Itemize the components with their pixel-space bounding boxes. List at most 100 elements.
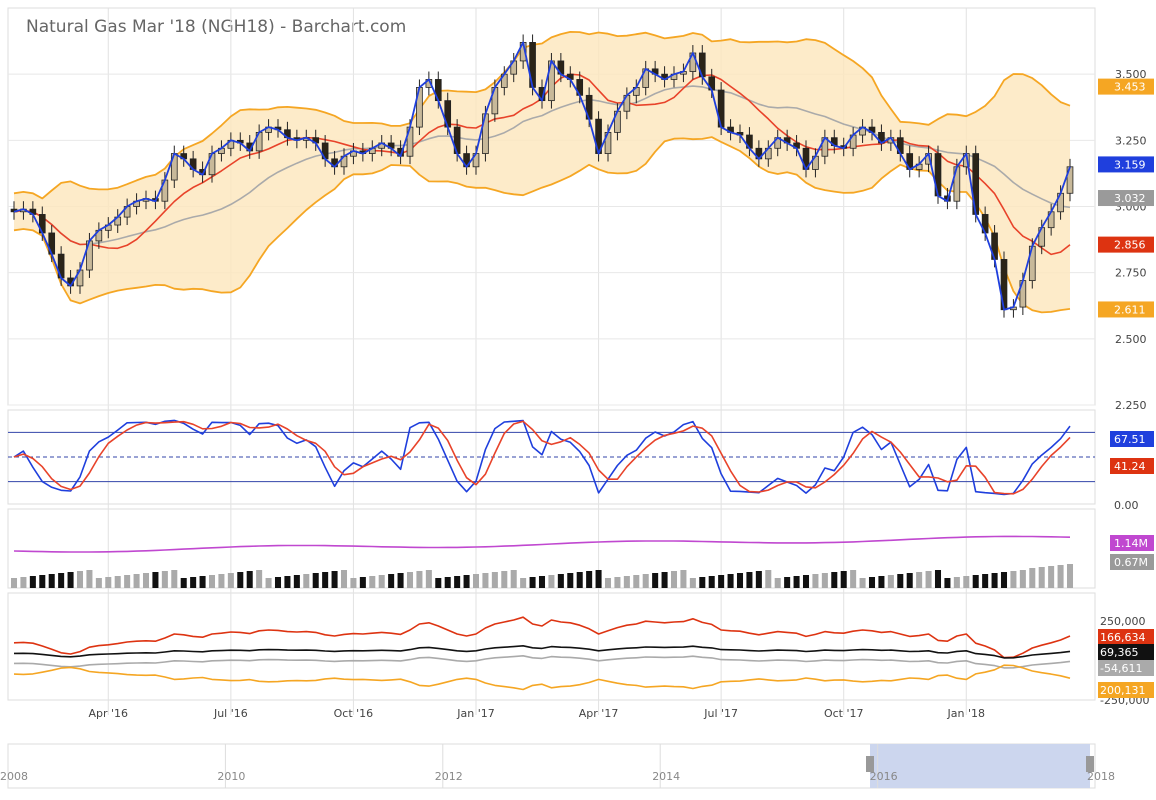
volume-bar	[359, 577, 366, 588]
tag-ma-red: 2.856	[1114, 239, 1146, 252]
volume-bar	[350, 578, 357, 588]
volume-bar	[388, 574, 395, 588]
y-tick-label: 3.250	[1115, 134, 1147, 147]
volume-bar	[840, 571, 847, 588]
volume-bar	[670, 571, 678, 588]
volume-bar	[774, 578, 781, 588]
volume-bar	[765, 570, 772, 588]
close-line	[13, 41, 1071, 311]
volume-bar	[227, 573, 234, 588]
volume-bar	[944, 578, 951, 588]
volume-bar	[689, 578, 696, 588]
tag-bollinger-lower: 2.611	[1114, 303, 1146, 316]
volume-bar	[991, 573, 998, 588]
volume-bar	[133, 574, 140, 588]
volume-bar	[454, 576, 461, 588]
y-tick-label: 2.750	[1115, 267, 1147, 280]
volume-bar	[274, 577, 282, 588]
volume-bar	[161, 571, 168, 588]
navigator-selection	[870, 744, 1090, 788]
volume-bar	[661, 572, 668, 588]
volume-bar	[10, 578, 18, 588]
navigator-year-label: 2010	[217, 770, 245, 783]
y-tick-label: 2.500	[1115, 333, 1147, 346]
volume-bar	[105, 577, 112, 588]
cot-series-line	[13, 654, 1071, 669]
tag-cot-bg	[1098, 629, 1154, 645]
volume-bar	[378, 575, 385, 588]
volume-bar	[331, 571, 338, 588]
volume-bar	[303, 574, 310, 588]
x-tick-label: Jul '16	[213, 707, 248, 720]
volume-bar	[218, 574, 225, 588]
volume-bar	[538, 576, 546, 588]
volume-bar	[1000, 572, 1008, 588]
volume-bar	[897, 574, 904, 588]
volume-bar	[906, 573, 913, 588]
volume-bar	[322, 572, 329, 588]
tag-close-bg	[1098, 156, 1154, 173]
volume-bar	[878, 576, 885, 588]
volume-bar	[718, 575, 725, 588]
x-tick-label: Oct '16	[334, 707, 374, 720]
volume-bar	[510, 570, 517, 588]
tag-cot-value: -54,611	[1100, 662, 1142, 675]
volume-bar	[472, 574, 480, 588]
volume-bar	[576, 572, 583, 588]
tag-volume-avg-bg	[1110, 554, 1154, 570]
volume-bar	[369, 576, 376, 588]
volume-bar	[548, 575, 555, 588]
volume-bar	[142, 573, 150, 588]
tag-ma-grey: 3.032	[1114, 192, 1146, 205]
tag-bollinger-upper: 3.453	[1114, 81, 1146, 94]
volume-bar	[1057, 565, 1064, 588]
tag-ma-red-bg	[1098, 236, 1154, 253]
volume-bar	[501, 571, 508, 588]
navigator-year-label: 2016	[870, 770, 898, 783]
tag-cot-bg	[1098, 644, 1154, 660]
volume-bar	[284, 576, 291, 588]
volume-bar	[180, 578, 187, 588]
volume-bar	[20, 577, 27, 588]
volume-bar	[586, 571, 593, 588]
cot-series-line	[13, 664, 1071, 691]
volume-bar	[916, 572, 923, 588]
volume-bar	[595, 570, 602, 588]
volume-bar	[39, 575, 46, 588]
x-tick-label: Oct '17	[824, 707, 864, 720]
stoch-ytick: 0.00	[1114, 499, 1139, 512]
tag-stoch-d-bg	[1110, 458, 1154, 474]
stoch-d-line	[13, 420, 1071, 495]
volume-bar	[604, 578, 612, 588]
bollinger-band-fill	[14, 31, 1070, 313]
volume-bar	[755, 571, 762, 588]
volume-bar	[652, 573, 659, 588]
stoch-k-line	[13, 419, 1071, 496]
tag-cot-value: 166,634	[1100, 631, 1146, 644]
volume-bar	[406, 572, 414, 588]
tag-stoch-k-bg	[1110, 431, 1154, 447]
volume-bar	[256, 570, 263, 588]
volume-bar	[982, 574, 989, 588]
tag-bollinger-upper-bg	[1098, 78, 1154, 95]
volume-bar	[208, 575, 216, 588]
tag-cot-value: 69,365	[1100, 646, 1139, 659]
volume-bar	[736, 573, 744, 588]
volume-bar	[746, 572, 753, 588]
volume-bar	[812, 574, 819, 588]
volume-bar	[859, 578, 866, 588]
open-interest-line	[13, 535, 1071, 553]
volume-bar	[1048, 566, 1055, 588]
volume-bar	[58, 573, 65, 588]
volume-bar	[633, 575, 640, 588]
volume-bar	[727, 574, 734, 588]
navigator-handle-right	[1086, 756, 1094, 772]
volume-bar	[425, 570, 432, 588]
x-tick-label: Jan '18	[947, 707, 985, 720]
volume-bar	[124, 575, 131, 588]
tag-cot-bg	[1098, 660, 1154, 676]
tag-volume-avg: 0.67M	[1114, 556, 1148, 569]
navigator-year-label: 2008	[0, 770, 28, 783]
panel-frame	[7, 592, 1096, 701]
